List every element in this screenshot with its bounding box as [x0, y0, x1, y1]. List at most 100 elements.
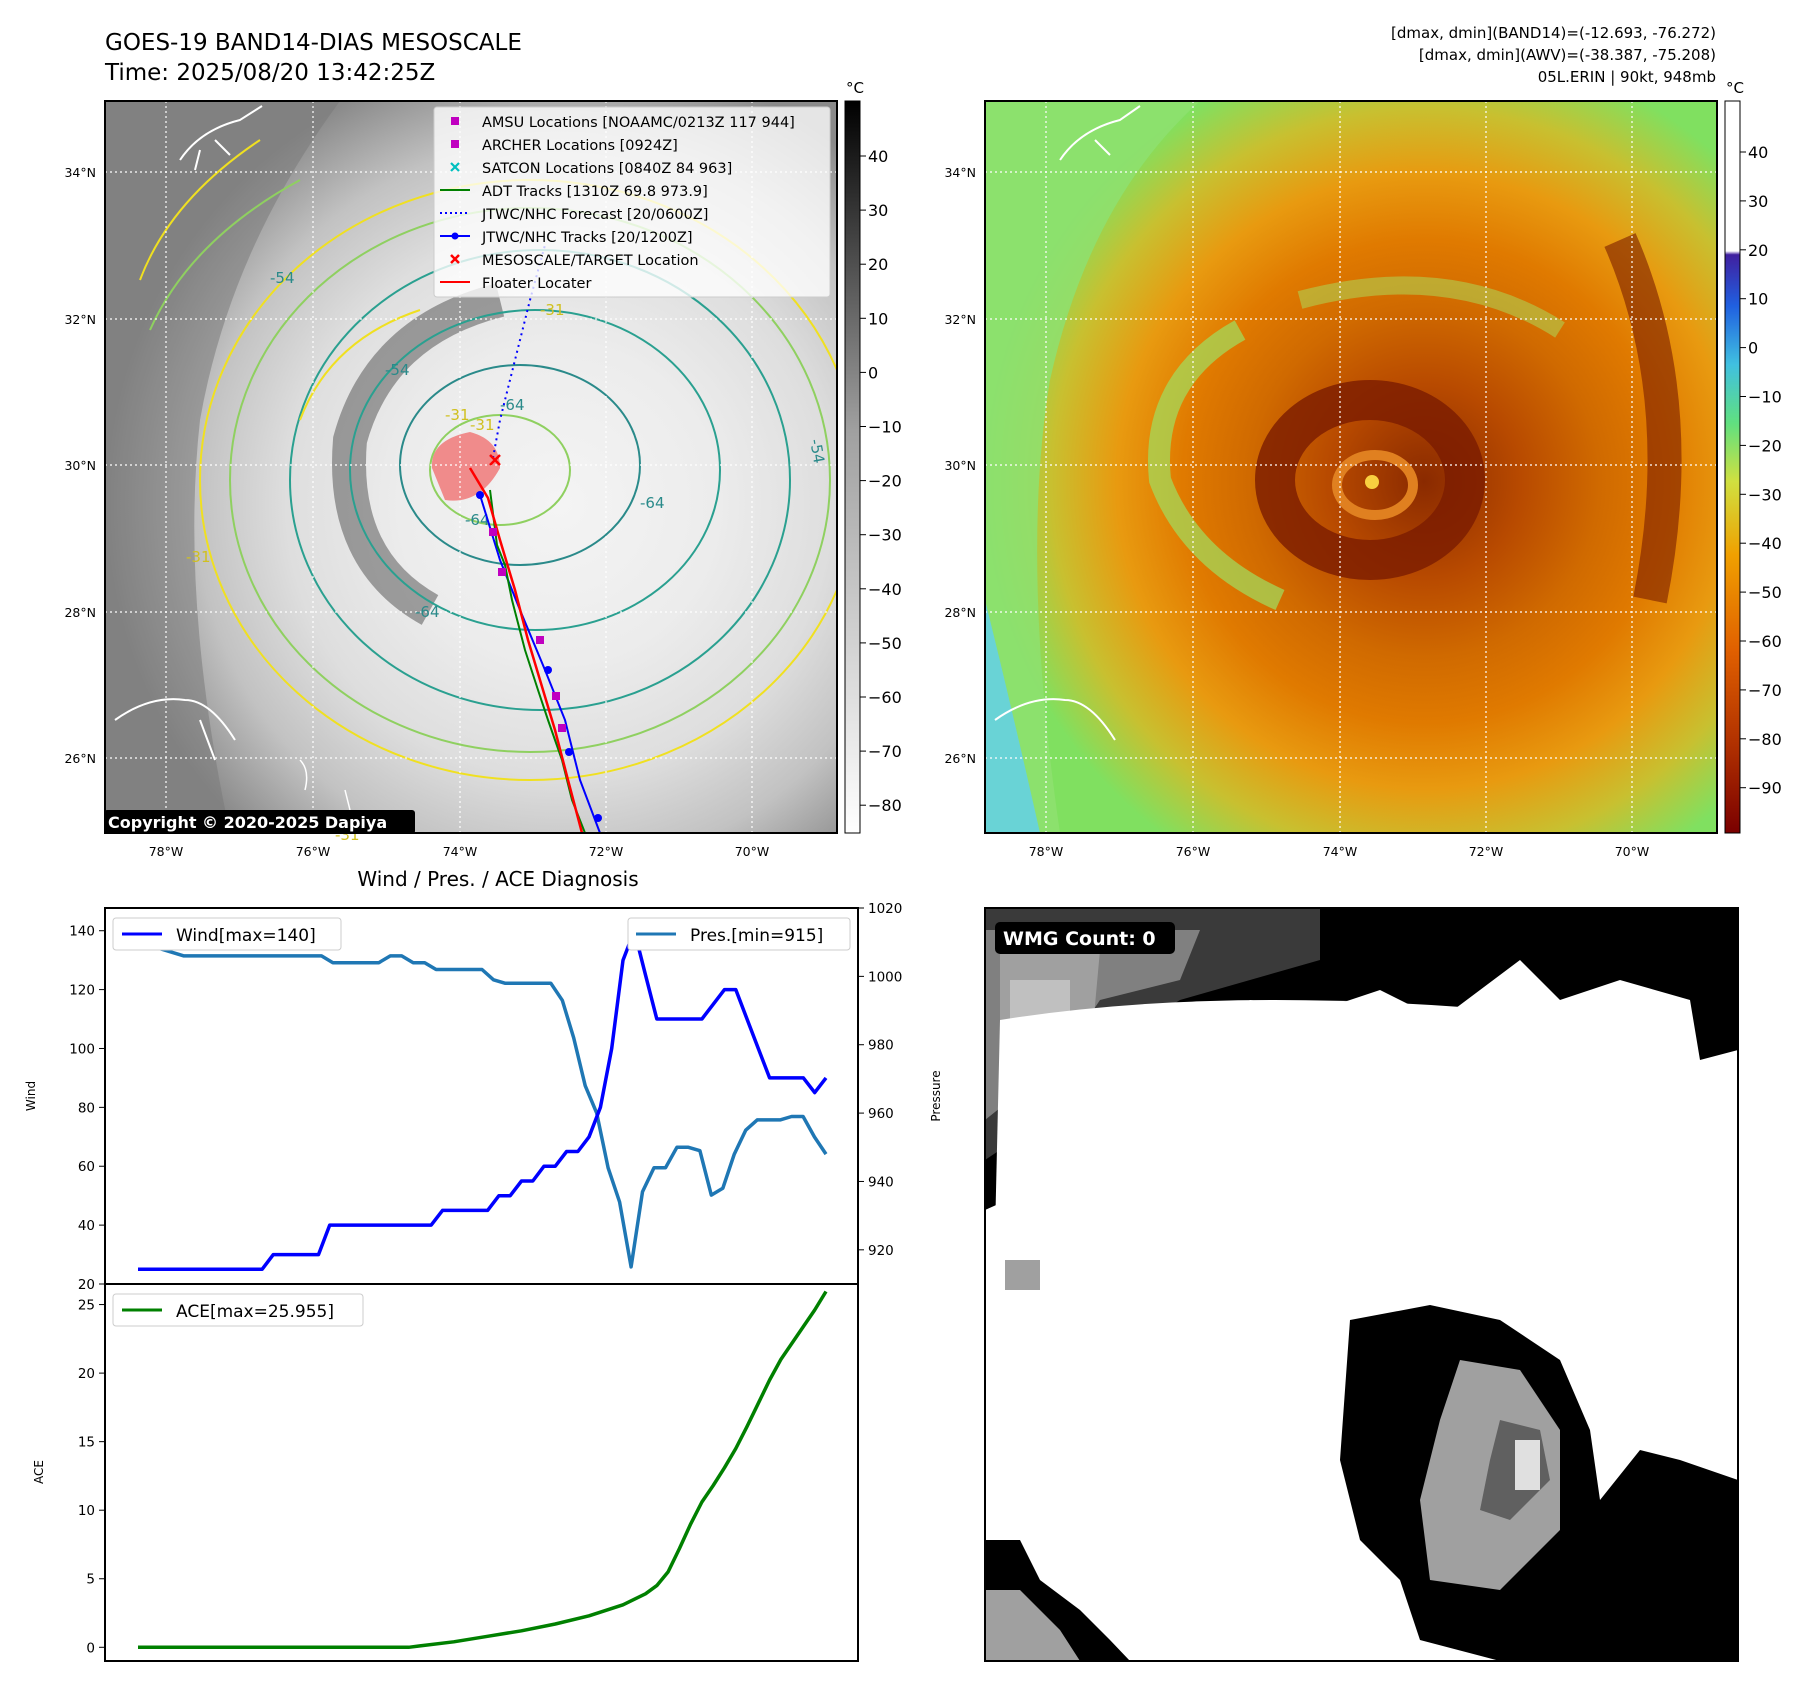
map-legend: AMSU Locations [NOAAMC/0213Z 117 944] AR… — [433, 106, 831, 298]
figure-title: GOES-19 BAND14-DIAS MESOSCALE — [105, 30, 522, 56]
y-tick-label: 40 — [78, 1218, 95, 1234]
lat-label: 32°N — [944, 312, 976, 327]
y-tick-label: 120 — [69, 983, 95, 999]
contour-label: -64 — [500, 396, 525, 414]
lon-label: 74°W — [443, 844, 478, 859]
colorbar-tick-label: −60 — [1748, 632, 1782, 651]
amsu-marker — [552, 692, 560, 700]
lon-label: 76°W — [296, 844, 331, 859]
colorbar-tick-label: −10 — [868, 418, 902, 437]
colorbar-tick-label: −30 — [868, 526, 902, 545]
lat-label: 26°N — [64, 751, 96, 766]
contour-label: -54 — [270, 269, 295, 287]
wmg-count-badge — [995, 922, 1175, 954]
y-tick-label: 15 — [78, 1435, 95, 1451]
lon-label: 72°W — [1469, 844, 1504, 859]
lat-label: 30°N — [64, 458, 96, 473]
colorbar-unit: °C — [846, 79, 864, 97]
contour-label: -31 — [445, 406, 470, 424]
pressure-legend: Pres.[min=915] — [627, 917, 851, 951]
awv-map-panel: °C 403020100−10−20−30−40−50−60−70−80−90 … — [944, 79, 1781, 859]
lon-label: 76°W — [1176, 844, 1211, 859]
legend-label: SATCON Locations [0840Z 84 963] — [482, 161, 732, 177]
colorbar-tick-label: 10 — [1748, 290, 1768, 309]
lon-label: 70°W — [735, 844, 770, 859]
y-tick-label: 80 — [78, 1100, 95, 1116]
colorbar-tick-label: −90 — [1748, 779, 1782, 798]
colorbar-tick-label: 30 — [1748, 192, 1768, 211]
ace-series-line — [138, 1290, 828, 1650]
ir-colorbar — [844, 100, 861, 834]
colorbar-tick-label: 40 — [1748, 143, 1768, 162]
y-tick-label: 140 — [69, 924, 95, 940]
legend-label: MESOSCALE/TARGET Location — [482, 253, 699, 269]
colorbar-tick-label: 10 — [868, 309, 888, 328]
chart-title: Wind / Pres. / ACE Diagnosis — [357, 867, 638, 891]
y2-tick-label: 960 — [868, 1106, 894, 1122]
lon-label: 78°W — [149, 844, 184, 859]
colorbar-tick-label: 0 — [868, 363, 878, 382]
legend-label: ARCHER Locations [0924Z] — [482, 138, 678, 154]
pressure-axis-label: Pressure — [929, 1070, 943, 1121]
legend-label: Wind[max=140] — [176, 926, 316, 946]
amsu-marker — [498, 568, 506, 576]
legend-label: JTWC/NHC Tracks [20/1200Z] — [481, 230, 693, 246]
legend-label: ACE[max=25.955] — [176, 1302, 334, 1322]
y-tick-label: 60 — [78, 1159, 95, 1175]
track-point — [565, 748, 573, 756]
contour-label: -54 — [806, 438, 828, 465]
wind-series-line — [138, 928, 828, 1272]
colorbar-tick-label: −40 — [868, 580, 902, 599]
y-tick-label: 20 — [78, 1366, 95, 1382]
colorbar-tick-label: −10 — [1748, 388, 1782, 407]
legend-label: ADT Tracks [1310Z 69.8 973.9] — [482, 184, 708, 200]
y2-tick-label: 1020 — [868, 901, 902, 917]
wind-legend: Wind[max=140] — [112, 917, 342, 951]
colorbar-tick-label: −80 — [868, 796, 902, 815]
contour-label: -31 — [186, 548, 211, 566]
legend-label: JTWC/NHC Forecast [20/0600Z] — [481, 207, 708, 223]
track-point — [594, 814, 602, 822]
colorbar-tick-label: 0 — [1748, 339, 1758, 358]
y2-tick-label: 1000 — [868, 969, 902, 985]
track-point — [544, 666, 552, 674]
y-tick-label: 10 — [78, 1503, 95, 1519]
floater-track — [468, 467, 584, 833]
contour-label: -64 — [465, 511, 490, 529]
y-tick-label: 100 — [69, 1041, 95, 1057]
storm-id: 05L.ERIN | 90kt, 948mb — [1538, 68, 1716, 86]
lon-label: 78°W — [1029, 844, 1064, 859]
colorbar-tick-label: −70 — [1748, 681, 1782, 700]
colorbar-tick-label: −50 — [868, 634, 902, 653]
awv-colorbar — [1724, 100, 1741, 834]
colorbar-tick-label: 20 — [1748, 241, 1768, 260]
band14-range: [dmax, dmin](BAND14)=(-12.693, -76.272) — [1391, 24, 1716, 42]
lat-label: 34°N — [944, 165, 976, 180]
ace-legend: ACE[max=25.955] — [112, 1293, 364, 1327]
y-tick-label: 25 — [78, 1298, 95, 1314]
contour-label: -64 — [415, 603, 440, 621]
track-point — [476, 491, 484, 499]
contour-label: -31 — [470, 416, 495, 434]
ace-chart: ACE 0 5 10 15 20 25 ACE[max=25.955] — [32, 1283, 859, 1662]
colorbar-tick-label: −80 — [1748, 730, 1782, 749]
awv-range: [dmax, dmin](AWV)=(-38.387, -75.208) — [1419, 46, 1716, 64]
lat-label: 28°N — [944, 605, 976, 620]
colorbar-tick-label: −60 — [868, 688, 902, 707]
colorbar-tick-label: −20 — [868, 472, 902, 491]
wind-pressure-chart: Wind / Pres. / ACE Diagnosis Wind Pressu… — [24, 867, 943, 1293]
copyright-badge — [104, 810, 415, 834]
wind-axis-label: Wind — [24, 1081, 38, 1111]
y-tick-label: 5 — [86, 1572, 95, 1588]
colorbar-tick-label: −70 — [868, 742, 902, 761]
lon-label: 74°W — [1323, 844, 1358, 859]
colorbar-tick-label: −50 — [1748, 583, 1782, 602]
colorbar-tick-label: 30 — [868, 201, 888, 220]
y2-tick-label: 940 — [868, 1174, 894, 1190]
lat-label: 34°N — [64, 165, 96, 180]
ace-axis-label: ACE — [32, 1460, 46, 1484]
contour-label: -64 — [640, 494, 665, 512]
contour-label: -54 — [385, 361, 410, 379]
pressure-series-line — [138, 923, 828, 1269]
contour-label: -31 — [540, 301, 565, 319]
